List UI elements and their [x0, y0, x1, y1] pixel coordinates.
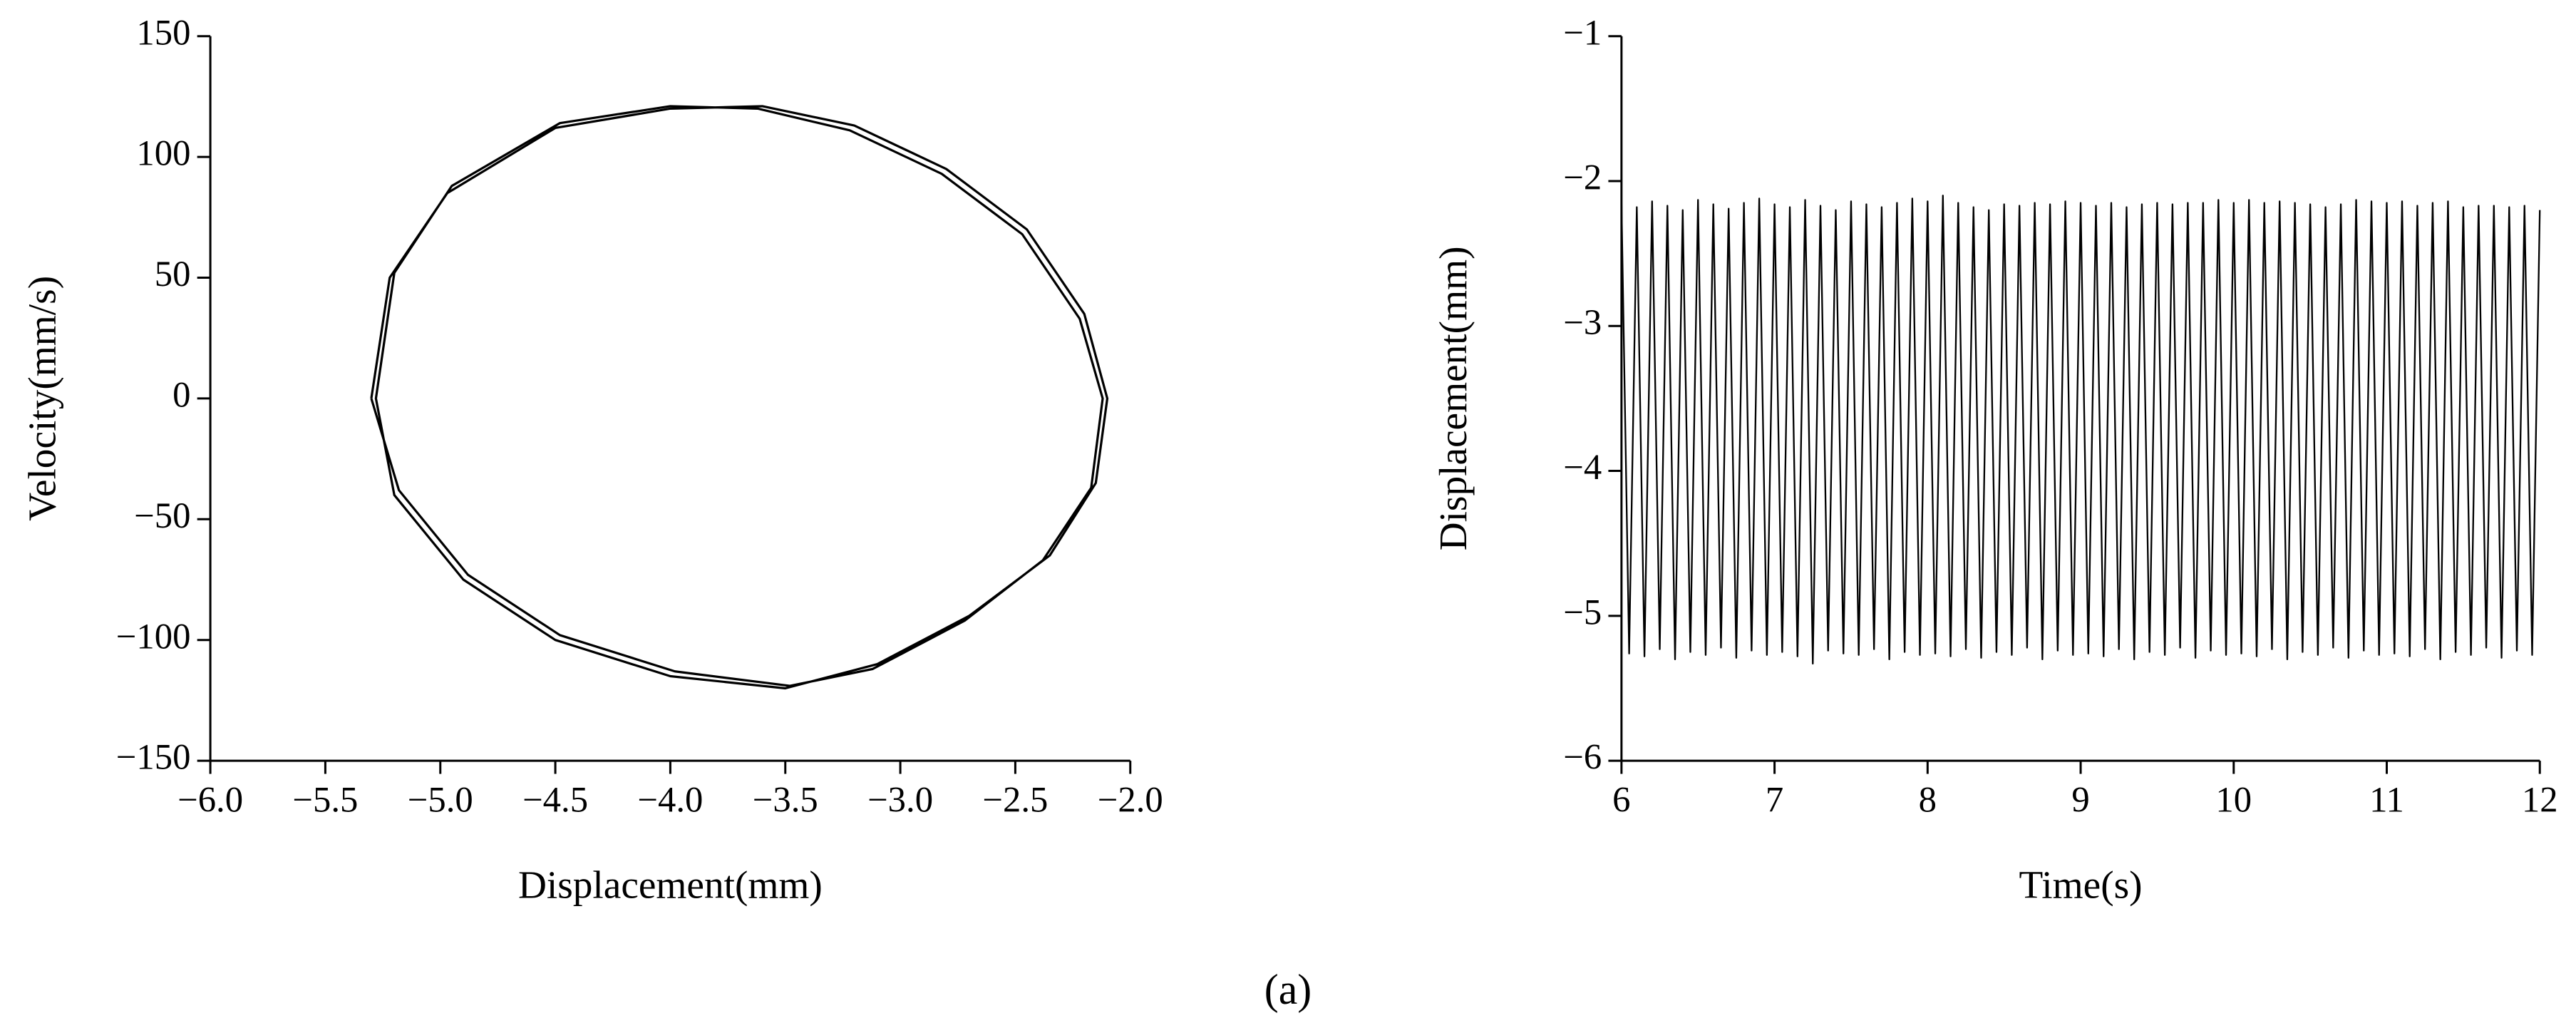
- x-tick-label: −2.5: [982, 780, 1048, 820]
- y-axis-label: Displacement(mm): [1431, 246, 1475, 550]
- caption: (a): [1264, 966, 1312, 1013]
- x-tick-label: 9: [2071, 780, 2089, 820]
- x-tick-label: −4.5: [522, 780, 588, 820]
- x-tick-label: −4.0: [637, 780, 703, 820]
- y-tick-label: 150: [136, 12, 190, 52]
- y-axis-label: Velocity(mm/s): [20, 276, 63, 521]
- x-tick-label: 10: [2215, 780, 2252, 820]
- x-tick-label: 6: [1612, 780, 1630, 820]
- x-tick-label: 11: [2369, 780, 2404, 820]
- y-tick-label: −100: [116, 616, 191, 656]
- y-tick-label: −150: [116, 737, 191, 777]
- x-axis-label: Time(s): [2019, 863, 2142, 907]
- x-tick-label: −5.5: [292, 780, 358, 820]
- y-tick-label: 0: [172, 375, 190, 415]
- x-axis-label: Displacement(mm): [518, 863, 823, 907]
- y-tick-label: −50: [134, 495, 190, 535]
- x-tick-label: −6.0: [177, 780, 243, 820]
- x-tick-label: 12: [2522, 780, 2558, 820]
- x-tick-label: −5.0: [408, 780, 473, 820]
- y-tick-label: −6: [1563, 737, 1602, 777]
- x-tick-label: −3.5: [753, 780, 818, 820]
- x-tick-label: −2.0: [1098, 780, 1163, 820]
- y-tick-label: −5: [1563, 592, 1602, 632]
- x-tick-label: 7: [1766, 780, 1783, 820]
- data-line: [370, 105, 1109, 690]
- data-line: [1620, 195, 2541, 665]
- y-tick-label: 50: [155, 254, 191, 294]
- x-tick-label: −3.0: [867, 780, 933, 820]
- y-tick-label: −2: [1563, 158, 1602, 197]
- x-tick-label: 8: [1919, 780, 1937, 820]
- y-tick-label: −1: [1563, 12, 1602, 52]
- y-tick-label: −4: [1563, 447, 1602, 487]
- y-tick-label: −3: [1563, 302, 1602, 342]
- y-tick-label: 100: [136, 133, 190, 173]
